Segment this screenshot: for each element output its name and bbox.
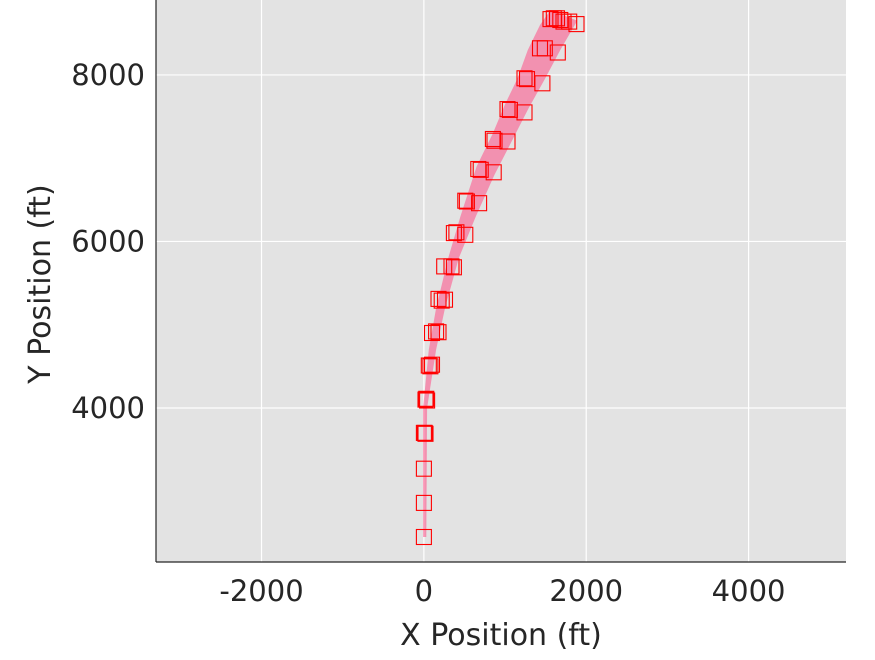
data-point <box>501 101 518 118</box>
data-point <box>542 11 559 28</box>
data-point <box>499 101 516 118</box>
data-point <box>423 356 441 373</box>
data-point <box>457 192 474 209</box>
x-tick-label: -2000 <box>219 574 303 608</box>
data-point <box>499 133 516 150</box>
data-point <box>422 358 439 375</box>
data-point <box>430 324 447 341</box>
data-point <box>416 424 433 441</box>
data-point <box>457 226 474 243</box>
data-point <box>549 44 566 61</box>
data-point <box>419 392 436 409</box>
data-point <box>418 390 435 407</box>
data-point <box>568 16 585 33</box>
x-axis-label: X Position (ft) <box>400 618 602 653</box>
x-tick-label: 4000 <box>712 574 786 608</box>
data-point <box>423 324 441 342</box>
data-point <box>516 70 533 87</box>
data-point <box>485 164 502 181</box>
data-point <box>536 40 553 57</box>
grid-lines <box>156 0 846 562</box>
data-point <box>436 291 454 308</box>
data-point <box>415 494 432 511</box>
y-tick-label: 8000 <box>71 58 145 92</box>
data-point <box>518 71 536 88</box>
data-point <box>552 11 569 29</box>
tick-labels: -2000 0 2000 4000 4000 6000 8000 <box>71 58 785 608</box>
data-point <box>420 357 437 374</box>
marker-series <box>415 10 585 546</box>
data-point <box>430 290 447 307</box>
data-point <box>428 323 445 340</box>
data-point <box>548 10 566 27</box>
data-point <box>443 258 460 275</box>
data-point <box>458 193 475 210</box>
data-point <box>445 225 462 242</box>
x-tick-label: 0 <box>415 574 433 608</box>
plot-area <box>156 0 846 562</box>
data-point <box>433 292 450 309</box>
data-point <box>415 460 432 477</box>
data-point <box>445 259 462 276</box>
y-axis-label: Y Position (ft) <box>23 184 58 384</box>
x-tick-label: 2000 <box>549 574 623 608</box>
y-tick-label: 4000 <box>71 391 145 425</box>
y-tick-label: 6000 <box>71 224 145 258</box>
data-point <box>417 391 434 408</box>
data-point <box>448 224 465 241</box>
data-point <box>415 528 432 546</box>
data-point <box>417 425 434 442</box>
data-point <box>472 161 489 178</box>
data-point <box>486 132 503 149</box>
data-point <box>471 195 488 212</box>
